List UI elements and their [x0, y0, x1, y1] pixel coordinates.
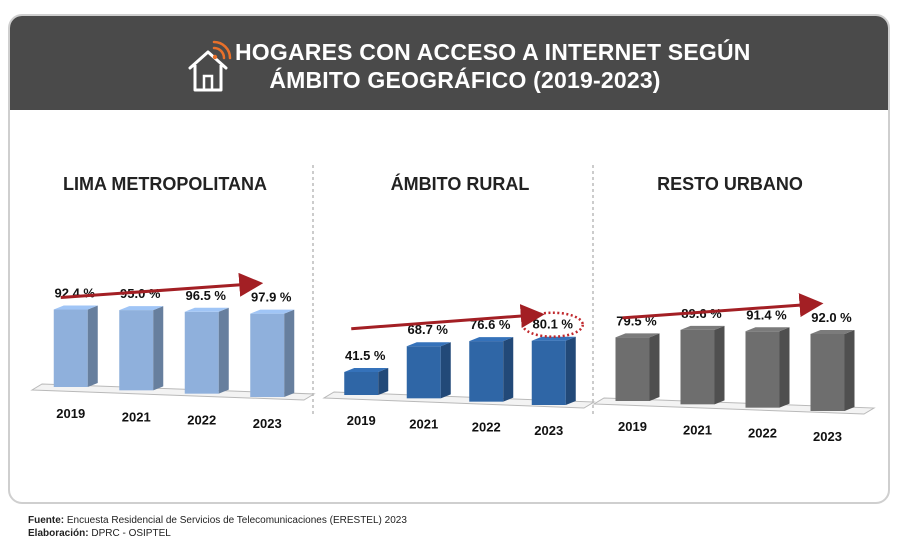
- page-title: HOGARES CON ACCESO A INTERNET SEGÚN ÁMBI…: [235, 38, 751, 94]
- bar-side: [714, 325, 725, 405]
- bar-side: [440, 342, 451, 399]
- header-bar: HOGARES CON ACCESO A INTERNET SEGÚN ÁMBI…: [10, 16, 888, 110]
- chart-title: RESTO URBANO: [657, 174, 803, 194]
- bar: [119, 310, 154, 391]
- chart-title: ÁMBITO RURAL: [391, 173, 530, 194]
- value-label: 91.4 %: [746, 307, 787, 322]
- year-label: 2019: [56, 406, 85, 421]
- bar: [469, 341, 504, 402]
- trend-arrow: [622, 293, 824, 320]
- title-line-1: HOGARES CON ACCESO A INTERNET SEGÚN: [235, 39, 751, 65]
- credit-note: Elaboración: DPRC - OSIPTEL: [28, 528, 171, 539]
- bar: [250, 313, 285, 397]
- bar-top: [745, 327, 790, 332]
- bar: [680, 329, 715, 405]
- year-label: 2022: [187, 413, 216, 428]
- house-wifi-icon: [188, 40, 232, 92]
- year-label: 2022: [748, 426, 777, 441]
- value-label: 68.7 %: [408, 322, 449, 337]
- year-label: 2019: [618, 419, 647, 434]
- value-label: 92.4 %: [55, 286, 96, 301]
- year-label: 2019: [347, 413, 376, 428]
- infographic-card: HOGARES CON ACCESO A INTERNET SEGÚN ÁMBI…: [8, 14, 890, 504]
- year-label: 2022: [472, 420, 501, 435]
- chart-floor: [322, 391, 596, 409]
- trend-arrow: [351, 304, 545, 331]
- bar-top: [680, 325, 725, 330]
- bar-side: [153, 306, 164, 391]
- bar-side: [218, 307, 229, 394]
- bar-top: [53, 305, 98, 310]
- year-label: 2023: [253, 416, 282, 431]
- bar-side: [779, 327, 790, 408]
- bar: [615, 337, 650, 401]
- bar: [745, 331, 780, 408]
- bar: [184, 311, 219, 394]
- bar: [810, 333, 845, 411]
- bar-side: [378, 367, 389, 395]
- value-label: 96.5 %: [186, 288, 227, 303]
- bar-top: [119, 306, 164, 311]
- bar: [53, 309, 88, 387]
- bar-top: [406, 342, 451, 347]
- bar-top: [184, 307, 229, 312]
- value-label: 76.6 %: [470, 317, 511, 332]
- year-label: 2021: [122, 409, 151, 424]
- bar-top: [615, 333, 660, 338]
- bar-side: [844, 329, 855, 411]
- trend-arrow: [60, 272, 264, 300]
- bar: [406, 346, 441, 399]
- value-label: 41.5 %: [345, 348, 386, 363]
- chart-title: LIMA METROPOLITANA: [63, 174, 267, 194]
- year-label: 2023: [534, 423, 563, 438]
- bar-top: [344, 367, 389, 372]
- value-label: 80.1 %: [533, 317, 574, 332]
- footer: Fuente: Encuesta Residencial de Servicio…: [28, 514, 407, 540]
- bar-top: [531, 336, 576, 341]
- bar-side: [284, 309, 295, 397]
- bar-side: [503, 337, 514, 402]
- bar: [531, 340, 566, 405]
- year-label: 2023: [813, 429, 842, 444]
- bar-top: [469, 337, 514, 342]
- bar-side: [87, 305, 98, 387]
- chart-ambito-rural: ÁMBITO RURAL 41.5 % 2019 68.7 % 2021 76.6 % 20…: [322, 173, 596, 438]
- bar-side: [649, 333, 660, 401]
- title-line-2: ÁMBITO GEOGRÁFICO (2019-2023): [269, 67, 661, 93]
- value-label: 97.9 %: [251, 290, 292, 305]
- bar: [344, 371, 379, 395]
- year-label: 2021: [409, 416, 438, 431]
- value-label: 92.0 %: [811, 310, 852, 325]
- year-label: 2021: [683, 422, 712, 437]
- bar-top: [810, 329, 855, 334]
- chart-floor: [30, 383, 316, 401]
- chart-floor: [592, 397, 876, 415]
- bar-top: [250, 309, 295, 314]
- source-note: Fuente: Encuesta Residencial de Servicio…: [28, 515, 407, 526]
- bar-side: [565, 336, 576, 405]
